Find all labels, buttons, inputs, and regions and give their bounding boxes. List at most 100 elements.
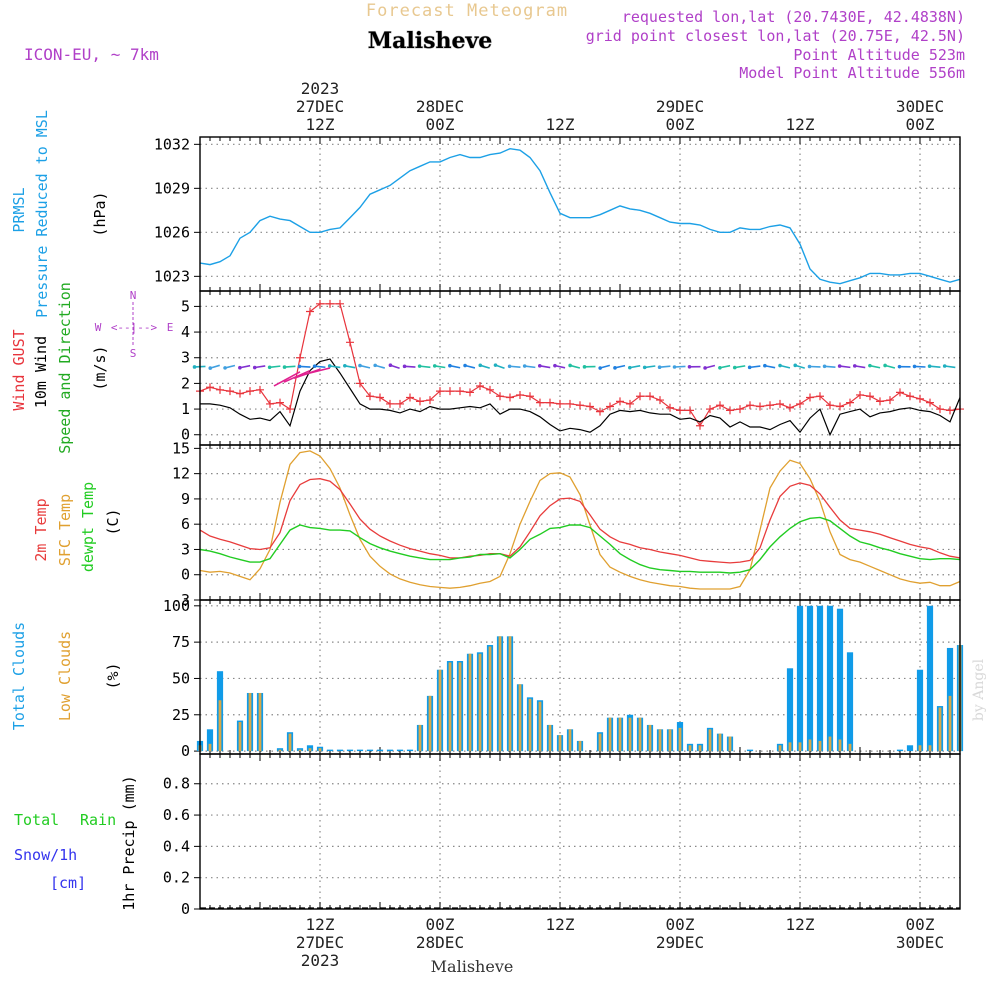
wind-gust-marker [426,396,434,405]
temp-panel: -3 0 3 6 9 12 15 [172,439,961,609]
prmsl-line [199,147,961,285]
total-cloud-bar [406,749,414,752]
precip-frame [199,753,961,910]
wind-direction-arrowhead [927,364,932,369]
wind-gust-marker [916,394,924,403]
low-cloud-bar [728,736,732,752]
dewpt-line [199,516,961,574]
low-cloud-bar [518,684,522,752]
wind-direction-arrowhead [252,365,257,370]
total-cloud-bar [366,749,374,752]
wind-gust-marker [396,399,404,408]
wind-gust-marker [236,389,244,398]
low-cloud-bar [218,700,222,752]
wind-gust-marker [516,390,524,399]
top-time-label: 29DEC [656,97,704,116]
wind-gust-marker [896,388,904,397]
wind-panel-labels: Wind GUST 10m Wind Speed and Direction (… [10,282,173,454]
wind-direction-arrow [419,365,431,369]
low-cloud-bar [628,717,632,752]
total-cloud-bar [786,668,794,752]
bottom-time-label: 00Z [666,915,695,934]
wind-direction-arrowhead [267,365,272,370]
wind-direction-arrowhead [493,363,498,367]
low-cloud-bar [778,745,782,752]
total-clouds-label: Total Clouds [10,622,28,730]
low-cloud-bar [928,745,932,752]
wind-direction-arrowhead [897,364,902,369]
wind-gust-marker [826,401,834,410]
wind-gust-marker [836,402,844,411]
clouds-ytick-label: 25 [172,706,190,724]
wind-gust-marker [646,392,654,401]
low-cloud-bar [458,662,462,752]
wind-direction-arrow [659,365,671,369]
low-cloud-bar [208,743,212,752]
wind-direction-arrow [314,365,326,369]
low-cloud-bar [688,745,692,752]
wind-gust-marker [266,399,274,408]
temp-dewpt-label: dewpt Temp [79,482,97,572]
precip-ytick-label: 0 [181,900,190,918]
pressure-unit: (hPa) [91,191,109,236]
wind-gust-marker [676,406,684,415]
wind-gust-marker [686,406,694,415]
wind-panel: 0 1 2 3 4 5 [181,290,964,446]
pressure-label-2: Pressure Reduced to MSL [33,110,51,318]
total-cloud-bar [356,749,364,752]
wind-gust-marker [766,401,774,410]
wind-direction-arrowhead [807,364,812,369]
low-cloud-bar [798,742,802,752]
wind-gust-marker [726,406,734,415]
low-cloud-bar [298,749,302,752]
compass-e: E [167,321,174,334]
pressure-label-1: PRMSL [10,187,28,232]
low-cloud-bar [248,692,252,752]
wind-direction-arrow [914,365,926,368]
wind-direction-arrowhead [822,364,827,369]
low-cloud-bar [498,636,502,752]
total-cloud-bar [336,749,344,752]
compass-n: N [130,289,137,302]
precip-unit: 1hr Precip (mm) [120,775,138,910]
compass-we-arrows: <--|--> [111,321,158,334]
bottom-time-label: 12Z [306,915,335,934]
low-cloud-bar [278,749,282,752]
wind-gust-marker [486,385,494,394]
wind-gust-marker [256,385,264,394]
temp-ytick-label: 15 [172,439,190,457]
gust-direction-arrow [273,371,301,387]
footer-location: Malisheve [431,957,514,976]
low-cloud-bar [828,736,832,752]
top-time-label: 12Z [546,115,575,134]
wind-direction-arrowhead [478,363,483,368]
wind-direction-arrow [284,365,296,368]
wind-gust-marker [696,421,704,430]
wind-direction-arrowhead [448,363,452,368]
wind-direction-arrow [509,365,521,368]
gust-direction-arrow [303,367,331,376]
total-cloud-bar [916,669,924,752]
wind-10m-label: 10m Wind [32,336,50,408]
panels: 1023102610291032012345-30369121502550751… [154,135,964,918]
low-cloud-bar [848,743,852,752]
wind-gust-marker [706,405,714,414]
total-cloud-bar [816,605,824,752]
low-cloud-bar [258,692,262,752]
wind-gust-marker [306,307,314,316]
pressure-panel-labels: PRMSL Pressure Reduced to MSL (hPa) [10,110,109,318]
total-cloud-bar [846,652,854,752]
wind-gust-marker [376,393,384,402]
wind-direction-arrowhead [837,364,842,368]
low-clouds-label: Low Clouds [56,631,74,721]
wind-direction-arrowhead [672,365,677,369]
low-cloud-bar [718,733,722,752]
wind-gust-marker [566,399,574,408]
bottom-time-label: 12Z [786,915,815,934]
grid-point-coords: grid point closest lon,lat (20.75E, 42.5… [586,27,965,45]
wind-gust-marker [946,406,954,415]
wind-gust-marker [406,393,414,402]
low-cloud-bar [618,717,622,752]
